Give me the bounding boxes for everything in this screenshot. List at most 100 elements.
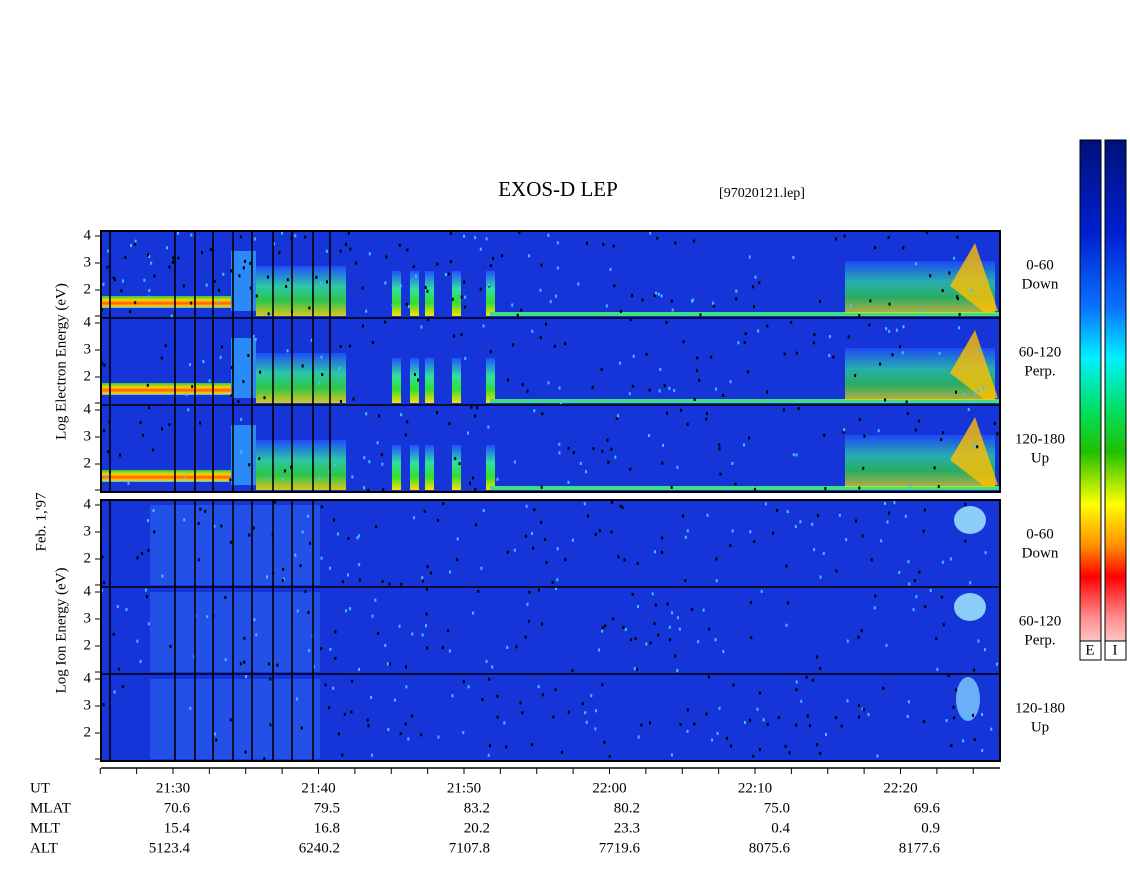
noise-pixel — [358, 667, 361, 671]
noise-pixel — [722, 393, 725, 397]
noise-pixel — [320, 505, 323, 509]
plot-frame — [100, 499, 1001, 762]
noise-pixel — [244, 750, 247, 754]
noise-pixel — [512, 343, 515, 347]
noise-pixel — [955, 688, 958, 692]
noise-pixel — [945, 719, 948, 723]
spectral-spot — [956, 677, 980, 721]
noise-pixel — [631, 294, 634, 298]
noise-pixel — [558, 451, 561, 455]
noise-pixel — [973, 668, 976, 672]
noise-pixel — [170, 314, 173, 318]
noise-pixel — [564, 342, 567, 346]
noise-pixel — [653, 550, 656, 554]
spectral-spot — [954, 506, 986, 534]
noise-pixel — [585, 241, 588, 245]
noise-pixel — [705, 417, 708, 421]
noise-pixel — [485, 237, 488, 241]
noise-pixel — [107, 249, 110, 253]
noise-pixel — [891, 353, 894, 357]
energy-tick-label: 3 — [84, 610, 92, 626]
colorbar-label: I — [1113, 642, 1118, 658]
spectral-burst — [425, 271, 434, 316]
noise-pixel — [651, 592, 654, 596]
noise-pixel — [374, 598, 377, 602]
noise-pixel — [405, 685, 408, 689]
noise-pixel — [393, 698, 396, 702]
noise-pixel — [199, 421, 202, 425]
noise-pixel — [267, 662, 270, 666]
noise-pixel — [147, 622, 150, 626]
noise-pixel — [619, 361, 622, 365]
noise-pixel — [766, 723, 769, 727]
noise-pixel — [661, 536, 664, 540]
noise-pixel — [267, 275, 270, 279]
noise-pixel — [606, 438, 609, 442]
noise-pixel — [637, 735, 640, 739]
noise-pixel — [404, 722, 407, 726]
noise-pixel — [641, 298, 644, 302]
noise-pixel — [371, 340, 374, 344]
noise-pixel — [670, 753, 673, 757]
noise-pixel — [347, 573, 350, 577]
ephemeris-value: 5123.4 — [149, 840, 191, 856]
noise-pixel — [134, 239, 137, 243]
noise-pixel — [660, 294, 663, 298]
noise-pixel — [343, 712, 346, 716]
noise-pixel — [766, 324, 769, 328]
noise-pixel — [453, 334, 456, 338]
noise-pixel — [941, 289, 944, 293]
noise-pixel — [753, 487, 756, 491]
noise-pixel — [148, 406, 151, 410]
noise-pixel — [954, 390, 957, 394]
noise-pixel — [441, 646, 444, 650]
noise-pixel — [384, 643, 387, 647]
noise-pixel — [276, 663, 279, 667]
noise-pixel — [567, 446, 570, 450]
noise-pixel — [749, 530, 752, 534]
noise-pixel — [816, 655, 819, 659]
noise-pixel — [676, 465, 679, 469]
noise-pixel — [382, 488, 385, 492]
noise-pixel — [146, 253, 149, 257]
noise-pixel — [213, 279, 216, 283]
time-label: 21:30 — [156, 780, 190, 796]
noise-pixel — [670, 299, 673, 303]
noise-pixel — [777, 716, 780, 720]
noise-pixel — [702, 608, 705, 612]
noise-pixel — [591, 385, 594, 389]
noise-pixel — [540, 263, 543, 267]
noise-pixel — [482, 509, 485, 513]
noise-pixel — [923, 720, 926, 724]
noise-pixel — [794, 525, 797, 529]
noise-pixel — [583, 502, 586, 506]
noise-pixel — [590, 694, 593, 698]
noise-pixel — [730, 744, 733, 748]
noise-pixel — [742, 443, 745, 447]
noise-pixel — [347, 231, 350, 235]
noise-pixel — [365, 309, 368, 313]
noise-pixel — [188, 363, 191, 367]
noise-pixel — [255, 633, 258, 637]
noise-pixel — [539, 336, 542, 340]
noise-pixel — [338, 366, 341, 370]
noise-pixel — [220, 345, 223, 349]
noise-pixel — [358, 563, 361, 567]
noise-pixel — [385, 255, 388, 259]
noise-pixel — [792, 255, 795, 259]
energy-tick-label: 4 — [84, 314, 92, 330]
noise-pixel — [160, 356, 163, 360]
noise-pixel — [907, 700, 910, 704]
noise-pixel — [686, 529, 689, 533]
noise-pixel — [957, 326, 960, 330]
noise-pixel — [474, 414, 477, 418]
noise-pixel — [309, 541, 312, 545]
noise-pixel — [501, 254, 504, 258]
noise-pixel — [118, 667, 121, 671]
noise-pixel — [113, 278, 116, 282]
noise-pixel — [835, 716, 838, 720]
noise-pixel — [103, 363, 106, 367]
noise-pixel — [425, 587, 428, 591]
noise-pixel — [101, 555, 104, 559]
noise-pixel — [417, 378, 420, 382]
